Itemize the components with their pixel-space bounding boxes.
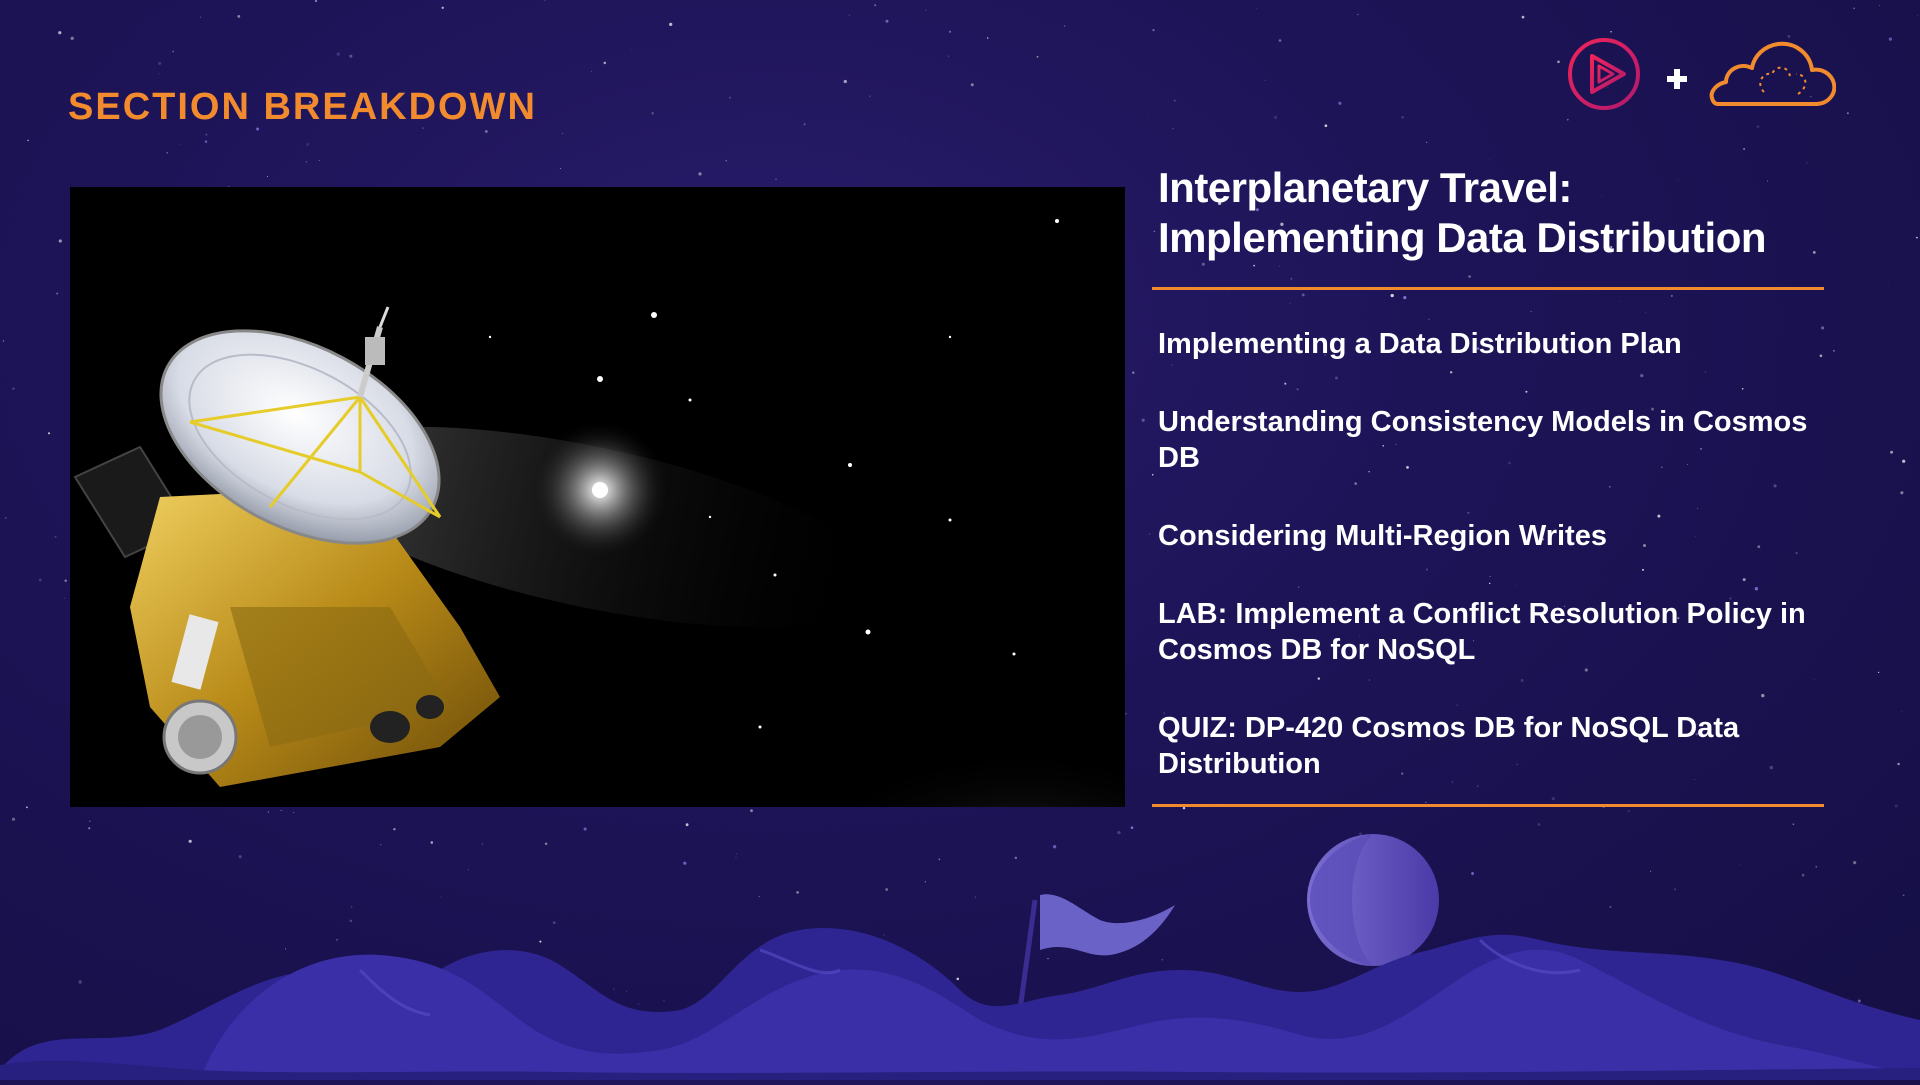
lesson-item[interactable]: QUIZ: DP-420 Cosmos DB for NoSQL Data Di… (1158, 712, 1740, 780)
lesson-item[interactable]: LAB: Implement a Conflict Resolution Pol… (1158, 598, 1806, 666)
cloud-brain-icon (1709, 41, 1837, 106)
moon-landscape-illustration (0, 820, 1920, 1080)
lesson-item[interactable]: Understanding Consistency Models in Cosm… (1158, 406, 1808, 474)
panel-title: Interplanetary Travel: Implementing Data… (1158, 164, 1767, 261)
top-divider (1152, 287, 1824, 290)
plus-icon (1667, 69, 1687, 89)
section-title: SECTION BREAKDOWN (68, 86, 537, 128)
play-circle-icon (1568, 38, 1640, 110)
lesson-item[interactable]: Implementing a Data Distribution Plan (1158, 328, 1682, 360)
logo-group (1566, 36, 1837, 116)
lesson-item[interactable]: Considering Multi-Region Writes (1158, 520, 1607, 552)
planet-icon (1307, 834, 1439, 966)
bottom-divider (1152, 804, 1824, 807)
spacecraft-photo (70, 187, 1125, 807)
section-panel: Interplanetary Travel: Implementing Data… (1152, 163, 1824, 807)
flag-icon (1017, 894, 1175, 1011)
spacecraft-illustration (73, 306, 500, 787)
lesson-list: Implementing a Data Distribution Plan Un… (1152, 326, 1824, 782)
